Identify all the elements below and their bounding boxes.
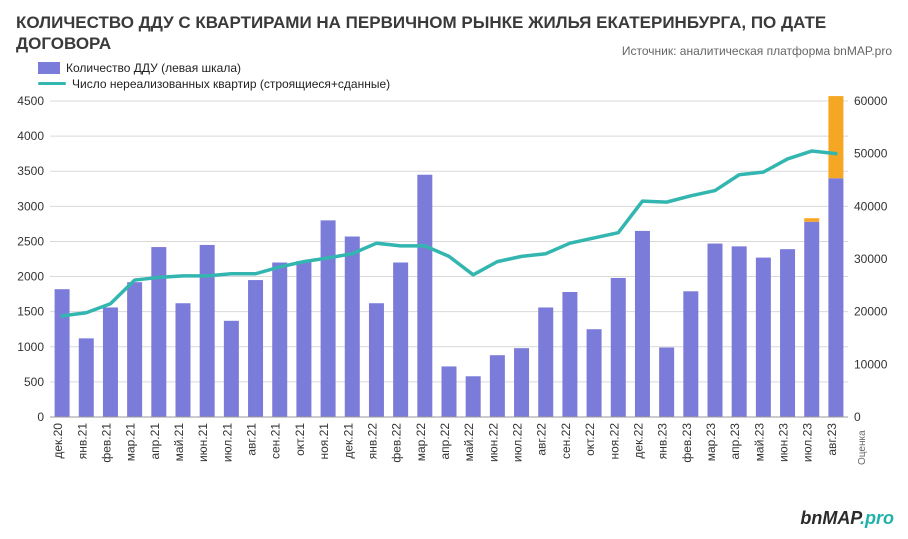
svg-text:10000: 10000 [854, 357, 888, 371]
x-label: окт.22 [583, 422, 597, 455]
x-label: июл.22 [511, 422, 525, 461]
bar-primary [272, 262, 287, 416]
svg-text:60000: 60000 [854, 95, 888, 108]
svg-text:2500: 2500 [17, 234, 44, 248]
x-label: июн.23 [777, 422, 791, 461]
svg-text:20000: 20000 [854, 304, 888, 318]
legend-swatch-bar [38, 62, 60, 74]
x-label: янв.22 [365, 422, 379, 459]
x-label: авг.23 [825, 422, 839, 455]
legend-label-line: Число нереализованных квартир (строящиес… [72, 77, 390, 91]
svg-text:3000: 3000 [17, 199, 44, 213]
bar-primary [442, 366, 457, 417]
svg-text:40000: 40000 [854, 199, 888, 213]
x-label: июл.23 [801, 422, 815, 461]
bar-primary [466, 376, 481, 417]
bar-primary [587, 329, 602, 417]
bar-primary [103, 307, 118, 417]
x-label: мар.22 [414, 422, 428, 461]
bar-primary [79, 338, 94, 417]
svg-text:1000: 1000 [17, 339, 44, 353]
x-label: янв.23 [656, 422, 670, 459]
x-label: май.22 [462, 422, 476, 461]
bar-primary [369, 303, 384, 417]
legend: Количество ДДУ (левая шкала) Число нереа… [0, 59, 908, 95]
bar-primary [248, 280, 263, 417]
bar-primary [538, 307, 553, 417]
estimate-label: Оценка [857, 430, 868, 465]
svg-text:0: 0 [37, 410, 44, 424]
svg-text:50000: 50000 [854, 146, 888, 160]
bar-primary [611, 277, 626, 416]
chart-area: 0 500 1000 1500 2000 2500 3000 3500 4000 4500 0 100… [0, 95, 908, 475]
svg-text:2000: 2000 [17, 269, 44, 283]
bar-primary [345, 236, 360, 416]
x-label: авг.22 [535, 422, 549, 455]
x-label: апр.21 [148, 422, 162, 459]
x-label: июл.21 [220, 422, 234, 461]
bar-overlay [804, 218, 819, 222]
bar-primary [393, 262, 408, 416]
svg-text:1500: 1500 [17, 304, 44, 318]
bar-primary [780, 249, 795, 417]
chart-svg: 0 500 1000 1500 2000 2500 3000 3500 4000 4500 0 100… [0, 95, 908, 475]
svg-text:500: 500 [24, 374, 44, 388]
svg-text:4000: 4000 [17, 129, 44, 143]
x-label: фев.22 [390, 422, 404, 462]
x-label: сен.22 [559, 422, 573, 458]
bar-primary [151, 247, 166, 417]
x-label: авг.21 [245, 422, 259, 455]
x-label: окт.21 [293, 422, 307, 455]
bar-primary [55, 289, 70, 417]
bar-primary [683, 291, 698, 417]
bar-primary [176, 303, 191, 417]
bar-overlay [828, 96, 843, 178]
bar-primary [732, 246, 747, 417]
x-label: дек.20 [51, 422, 65, 458]
x-label: фев.21 [99, 422, 113, 462]
bar-primary [200, 244, 215, 416]
bar-primary [635, 230, 650, 416]
x-label: фев.23 [680, 422, 694, 462]
bar-primary [562, 292, 577, 417]
x-label: апр.22 [438, 422, 452, 459]
svg-text:4500: 4500 [17, 95, 44, 108]
bar-primary [490, 355, 505, 417]
legend-item-line: Число нереализованных квартир (строящиес… [38, 77, 892, 91]
x-label: апр.23 [728, 422, 742, 459]
bar-primary [514, 348, 529, 417]
bar-primary [127, 282, 142, 417]
x-label: июн.21 [196, 422, 210, 461]
x-label: июн.22 [486, 422, 500, 461]
bar-primary [756, 257, 771, 416]
bar-primary [321, 220, 336, 417]
x-label: дек.22 [631, 422, 645, 458]
legend-swatch-line [38, 82, 66, 85]
source-label: Источник: аналитическая платформа bnMAP.… [622, 44, 892, 58]
x-label: сен.21 [269, 422, 283, 458]
legend-item-bars: Количество ДДУ (левая шкала) [38, 61, 892, 75]
bar-primary [804, 221, 819, 416]
brand-accent: .pro [860, 508, 894, 528]
svg-text:3500: 3500 [17, 164, 44, 178]
svg-text:0: 0 [854, 410, 861, 424]
legend-label-bars: Количество ДДУ (левая шкала) [66, 61, 241, 75]
bar-primary [828, 178, 843, 417]
x-label: май.21 [172, 422, 186, 461]
x-label: мар.21 [124, 422, 138, 461]
bar-primary [708, 243, 723, 416]
bar-primary [224, 320, 239, 416]
x-label: янв.21 [75, 422, 89, 459]
brand-logo: bnMAP.pro [800, 508, 894, 529]
x-label: май.23 [752, 422, 766, 461]
x-label: ноя.21 [317, 422, 331, 459]
bar-primary [417, 174, 432, 416]
x-label: ноя.22 [607, 422, 621, 459]
x-label: дек.21 [341, 422, 355, 458]
bar-primary [296, 261, 311, 417]
svg-text:30000: 30000 [854, 252, 888, 266]
brand-main: bnMAP [800, 508, 860, 528]
bar-primary [659, 347, 674, 417]
x-label: мар.23 [704, 422, 718, 461]
